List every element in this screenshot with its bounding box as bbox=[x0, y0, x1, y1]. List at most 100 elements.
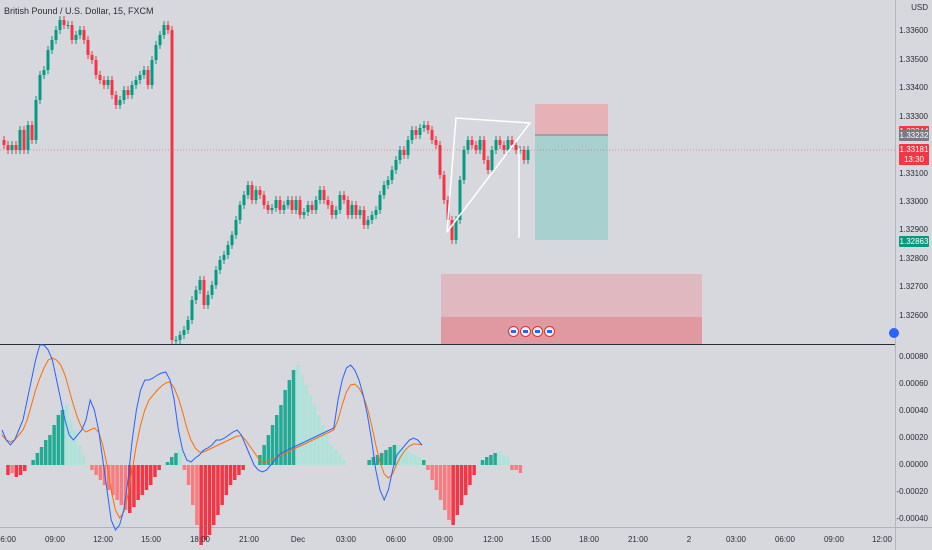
macd-histogram-bar bbox=[367, 460, 371, 465]
macd-histogram-bar bbox=[123, 465, 128, 510]
price-tick-label: 1.33400 bbox=[899, 83, 928, 92]
short-position-target-zone[interactable] bbox=[535, 135, 608, 240]
price-tick-label: 1.32900 bbox=[899, 225, 928, 234]
macd-histogram-bar bbox=[228, 465, 233, 485]
macd-histogram-bar bbox=[422, 460, 426, 465]
macd-histogram-bar bbox=[401, 447, 405, 465]
candle-body bbox=[258, 190, 262, 195]
time-tick-label: 06:00 bbox=[385, 535, 407, 544]
macd-histogram-bar bbox=[455, 465, 460, 515]
candle-body bbox=[98, 75, 102, 80]
macd-histogram-bar bbox=[98, 465, 103, 480]
us-flag-event-icon[interactable] bbox=[532, 326, 543, 337]
macd-histogram-bar bbox=[157, 465, 161, 470]
time-tick-label: 12:00 bbox=[92, 535, 114, 544]
macd-histogram-bar bbox=[119, 465, 124, 505]
time-tick-label: 03:00 bbox=[725, 535, 747, 544]
triangle-pattern-drawing[interactable] bbox=[446, 117, 532, 233]
candle-body bbox=[422, 125, 426, 128]
us-flag-event-icon[interactable] bbox=[520, 326, 531, 337]
macd-histogram-bar bbox=[283, 390, 287, 465]
macd-histogram-bar bbox=[90, 465, 94, 470]
us-flag-event-icon[interactable] bbox=[508, 326, 519, 337]
macd-histogram-bar bbox=[312, 405, 317, 465]
candle-body bbox=[202, 280, 206, 305]
time-tick-label: 21:00 bbox=[238, 535, 260, 544]
macd-histogram-bar bbox=[447, 465, 451, 520]
macd-histogram-bar bbox=[384, 450, 388, 465]
macd-tick-label: 0.00020 bbox=[899, 433, 928, 442]
candle-body bbox=[442, 175, 446, 200]
candle-body bbox=[254, 190, 258, 200]
candle-body bbox=[6, 145, 10, 150]
price-tick-label: 1.33000 bbox=[899, 197, 928, 206]
candle-body bbox=[278, 200, 282, 210]
time-tick-label: 09:00 bbox=[823, 535, 845, 544]
short-position-stop-zone[interactable] bbox=[535, 104, 608, 135]
candle-body bbox=[198, 280, 202, 290]
candle-body bbox=[266, 205, 270, 210]
candle-body bbox=[450, 220, 454, 240]
event-marker-icon[interactable] bbox=[889, 328, 899, 338]
macd-histogram-bar bbox=[464, 465, 468, 495]
macd-histogram-bar bbox=[392, 445, 397, 465]
candle-body bbox=[358, 210, 362, 215]
macd-tick-label: 0.00080 bbox=[899, 352, 928, 361]
macd-histogram-bar bbox=[270, 425, 275, 465]
candle-body bbox=[314, 200, 318, 210]
candle-body bbox=[190, 300, 194, 320]
macd-histogram-bar bbox=[266, 435, 271, 465]
supply-zone-lower[interactable] bbox=[441, 317, 702, 344]
candle-body bbox=[182, 330, 186, 335]
macd-tick-label: -0.00020 bbox=[896, 487, 928, 496]
currency-label[interactable]: USD bbox=[911, 3, 928, 12]
macd-histogram-bar bbox=[44, 440, 48, 465]
chart-title[interactable]: British Pound / U.S. Dollar, 15, FXCM bbox=[4, 6, 154, 16]
candle-body bbox=[50, 40, 54, 50]
candle-body bbox=[502, 145, 506, 150]
price-tick-label: 1.33500 bbox=[899, 55, 928, 64]
candle-body bbox=[242, 195, 246, 205]
macd-histogram-bar bbox=[493, 453, 497, 465]
entry-level-badge: 1.33232 bbox=[899, 130, 929, 141]
time-tick-label: 15:00 bbox=[140, 535, 162, 544]
macd-histogram-bar bbox=[241, 465, 245, 470]
macd-histogram-bar bbox=[52, 425, 56, 465]
candle-body bbox=[222, 255, 226, 260]
candle-body bbox=[246, 185, 250, 195]
candle-body bbox=[362, 210, 366, 225]
macd-histogram-bar bbox=[136, 465, 140, 500]
price-tick-label: 1.33600 bbox=[899, 26, 928, 35]
macd-histogram-bar bbox=[510, 465, 514, 470]
macd-histogram-bar bbox=[317, 415, 321, 465]
candle-body bbox=[506, 140, 510, 150]
macd-histogram-bar bbox=[23, 465, 27, 471]
macd-histogram-bar bbox=[216, 465, 220, 515]
macd-histogram-bar bbox=[291, 370, 296, 465]
macd-histogram-bar bbox=[300, 375, 304, 465]
macd-histogram-bar bbox=[430, 465, 434, 480]
candle-body bbox=[338, 195, 342, 210]
macd-histogram-bar bbox=[149, 465, 153, 485]
macd-histogram-bar bbox=[170, 457, 174, 465]
time-tick-label: 12:00 bbox=[871, 535, 893, 544]
economic-events[interactable] bbox=[508, 326, 555, 337]
macd-histogram-bar bbox=[275, 415, 279, 465]
macd-histogram-bar bbox=[186, 465, 191, 485]
macd-histogram-bar bbox=[417, 457, 422, 465]
macd-histogram-bar bbox=[174, 453, 178, 465]
macd-tick-label: 0.00040 bbox=[899, 406, 928, 415]
candle-body bbox=[14, 145, 18, 150]
candle-body bbox=[514, 145, 518, 150]
macd-histogram-bar bbox=[518, 465, 523, 473]
macd-histogram-bar bbox=[459, 465, 464, 505]
price-tick-label: 1.32800 bbox=[899, 254, 928, 263]
candle-body bbox=[310, 205, 314, 210]
us-flag-event-icon[interactable] bbox=[544, 326, 555, 337]
macd-tick-label: 0.00000 bbox=[899, 460, 928, 469]
candle-body bbox=[494, 140, 498, 150]
candle-body bbox=[66, 25, 70, 26]
candle-body bbox=[386, 180, 390, 185]
macd-histogram-bar bbox=[501, 455, 506, 465]
